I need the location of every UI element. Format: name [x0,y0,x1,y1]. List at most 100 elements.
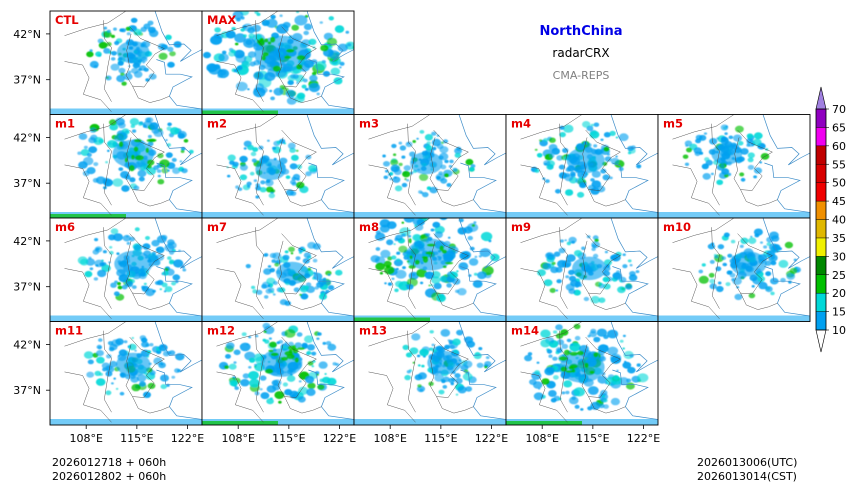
colorbar: 10 15 20 25 30 35 40 45 50 55 60 65 70 [815,86,846,353]
echo-strong-cell [444,261,454,265]
echo-cell [107,140,118,148]
echo-cell [267,139,270,142]
echo-cell [171,281,177,286]
echo-cell [248,33,255,39]
echo-cell [443,139,449,144]
echo-strong-cell [272,65,281,72]
echo-cell [420,281,424,285]
echo-cell [174,368,180,373]
echo-cell [615,136,619,139]
echo-cell [451,377,456,382]
echo-cell [570,343,574,346]
province-boundary [216,321,279,347]
province-boundary [277,26,317,88]
echo-cell [432,146,437,151]
echo-cell [720,164,725,168]
province-boundary [581,233,621,295]
panel-label: m13 [359,324,387,338]
echo-cell [284,329,296,338]
echo-cell [593,336,601,343]
echo-strong-cell [147,159,155,166]
echo-cell [305,282,312,287]
echo-cell [304,335,314,344]
echo-cell [165,34,172,40]
echo-cell [598,349,606,356]
y-tick-label: 42°N [13,338,41,351]
echo-cell [534,370,541,375]
echo-cell [118,167,124,172]
echo-strong-cell [409,255,413,260]
echo-cell [295,256,301,261]
province-boundary [64,321,127,347]
echo-cell [412,234,422,242]
echo-cell [553,375,559,380]
echo-cell [284,389,293,396]
echo-cell [404,374,411,381]
echo-cell [141,285,146,289]
echo-cell [276,341,280,345]
echo-strong-cell [124,157,128,163]
echo-strong-cell [284,55,292,59]
echo-cell [227,154,236,162]
echo-cell [728,271,732,274]
y-tick-label: 37°N [13,384,41,397]
echo-cell [573,387,585,397]
echo-cell [316,281,324,288]
coastline [156,59,202,110]
echo-cell [121,81,127,86]
echo-cell [239,174,248,181]
panel-label: CTL [55,13,79,27]
echo-strong-cell [286,48,295,53]
panel-label: m8 [359,220,379,234]
echo-cell [753,132,763,140]
x-tick-label: 108°E [525,432,558,445]
echo-cell [412,140,417,143]
echo-cell [83,156,94,166]
echo-cell [541,378,550,385]
echo-cell [214,27,221,33]
echo-cell [271,189,276,193]
echo-cell [248,371,259,380]
panel-label: m14 [511,324,539,338]
echo-cell [403,218,415,223]
echo-cell [590,401,601,410]
echo-cell [474,255,478,258]
echo-strong-cell [118,141,124,148]
province-boundary [64,164,112,216]
init-time-line2: 2026012802 + 060h [52,470,166,483]
province-boundary [132,293,170,310]
province-boundary [132,189,170,207]
echo-cell [699,151,704,155]
echo-cell [155,246,165,254]
echo-cell [274,391,285,400]
echo-cell [382,154,386,158]
colorbar-bin [815,182,827,202]
echo-cell [402,170,411,178]
echo-cell [463,360,473,368]
x-tick-label: 115°E [120,432,153,445]
echo-cell [267,284,271,287]
province-boundary [588,293,626,310]
echo-cell [453,349,459,354]
echo-cell [326,37,338,47]
echo-cell [701,263,706,267]
echo-cell [180,149,185,153]
echo-cell [251,158,257,163]
echo-cell [306,350,312,355]
province-boundary [125,26,165,88]
echo-cell [303,285,310,291]
echo-cell [780,277,786,283]
echo-cell [569,396,579,405]
echo-cell [159,159,170,168]
echo-cell [751,285,755,288]
echo-cell [247,27,255,34]
echo-cell [565,390,570,395]
panel-m3: m3 [353,114,507,219]
echo-cell [574,284,580,288]
echo-cell [450,382,455,386]
echo-field [698,228,801,301]
init-time-line1: 2026012718 + 060h [52,456,166,469]
echo-cell [439,146,449,154]
province-boundary [733,233,773,295]
echo-cell [270,14,276,20]
